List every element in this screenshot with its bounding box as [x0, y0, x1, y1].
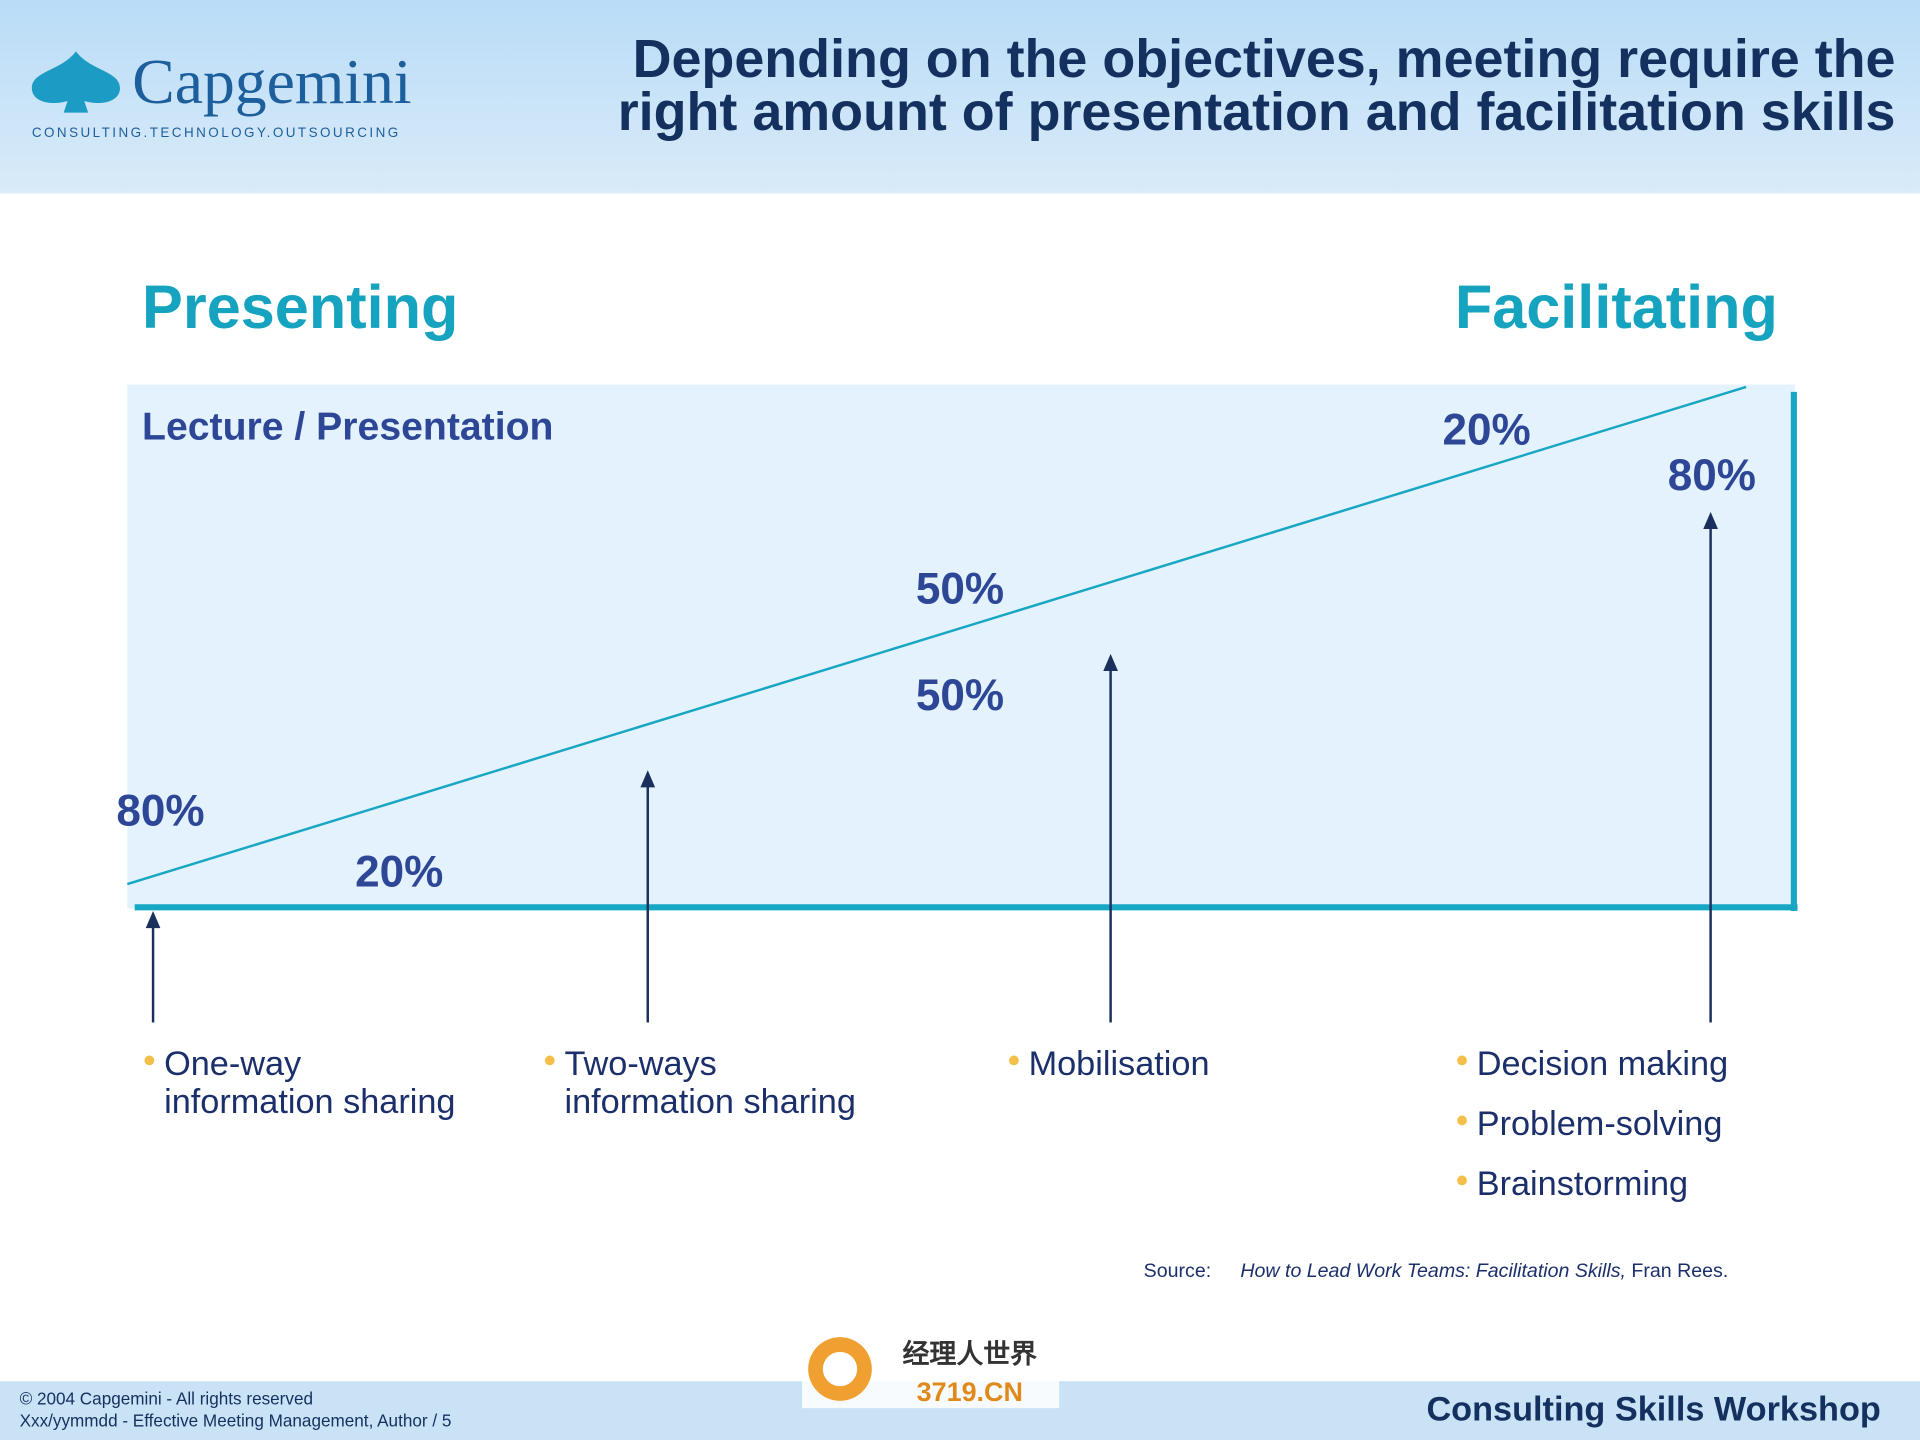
percentage: 50% — [916, 565, 1004, 614]
arrows — [145, 511, 1718, 1023]
item-text: Two-ways — [564, 1045, 716, 1083]
left-heading: Presenting — [142, 273, 458, 341]
percentage: 80% — [116, 786, 204, 835]
item-text: information sharing — [564, 1083, 855, 1121]
right-heading: Facilitating — [1455, 273, 1778, 341]
reference: Xxx/yymmdd - Effective Meeting Managemen… — [20, 1411, 452, 1431]
title-line: Depending on the objectives, meeting req… — [633, 29, 1896, 89]
item-text: information sharing — [164, 1083, 455, 1121]
percentage: 20% — [1442, 405, 1530, 454]
source: Source: How to Lead Work Teams: Facilita… — [1144, 1260, 1729, 1282]
item-text: Brainstorming — [1477, 1165, 1688, 1203]
item-text: Problem-solving — [1477, 1105, 1723, 1143]
watermark-text: 经理人世界 — [902, 1338, 1037, 1369]
percentage: 50% — [916, 671, 1004, 720]
percentage: 20% — [355, 848, 443, 897]
title-line: right amount of presentation and facilit… — [618, 82, 1896, 142]
box-label: Lecture / Presentation — [142, 406, 553, 449]
watermark-text: 3719.CN — [917, 1377, 1023, 1407]
workshop-title: Consulting Skills Workshop — [1426, 1390, 1880, 1428]
diagonal-line — [126, 385, 1747, 886]
item-text: Mobilisation — [1029, 1045, 1210, 1083]
watermark: 经理人世界 3719.CN — [802, 1332, 1060, 1409]
header-band — [0, 0, 1920, 194]
percentage: 80% — [1668, 451, 1756, 500]
logo-name: Capgemini — [132, 46, 411, 117]
bullets — [144, 1055, 1467, 1186]
item-text: Decision making — [1477, 1045, 1728, 1083]
copyright: © 2004 Capgemini - All rights reserved — [20, 1388, 313, 1408]
source-label: Source: — [1144, 1260, 1211, 1282]
diagram-box — [127, 384, 1796, 909]
source-author: Fran Rees. — [1631, 1260, 1728, 1282]
source-title: How to Lead Work Teams: Facilitation Ski… — [1240, 1260, 1626, 1282]
item-text: One-way — [164, 1045, 302, 1083]
logo: Capgemini CONSULTING.TECHNOLOGY.OUTSOURC… — [31, 46, 412, 140]
logo-tagline: CONSULTING.TECHNOLOGY.OUTSOURCING — [32, 125, 401, 140]
